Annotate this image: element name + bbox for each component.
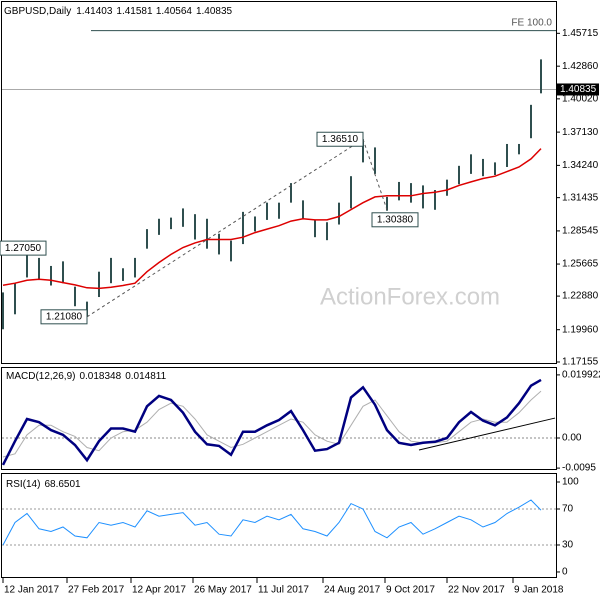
x-tick-label: 9 Oct 2017 xyxy=(386,585,435,596)
signal-value: 0.014811 xyxy=(125,371,166,382)
pivot-box xyxy=(371,212,419,228)
macd-panel xyxy=(1,367,557,470)
y-tick-label: 1.37130 xyxy=(562,127,599,138)
ohlc-value: 1.40835 xyxy=(196,6,233,17)
y-tick-label: 70 xyxy=(562,504,574,515)
y-tick-label: 30 xyxy=(562,540,574,551)
y-tick-label: 100 xyxy=(562,477,579,488)
last-price-box xyxy=(557,83,599,96)
price-panel xyxy=(1,1,557,364)
symbol: GBPUSD,Daily xyxy=(4,6,71,17)
pivot-line xyxy=(86,138,364,318)
y-tick-label: 1.40020 xyxy=(562,93,599,104)
rsi-panel xyxy=(1,473,557,578)
macd-name: MACD(12,26,9) xyxy=(6,371,75,382)
y-tick-label: 1.45715 xyxy=(562,28,599,39)
x-tick-label: 24 Aug 2017 xyxy=(324,585,381,596)
watermark: ActionForex.com xyxy=(320,283,500,310)
pivot-line xyxy=(362,139,388,210)
last-price-label: 1.40835 xyxy=(560,84,597,95)
pivot-label: 1.30380 xyxy=(377,214,414,225)
rsi-title: RSI(14) 68.6501 xyxy=(6,479,81,490)
pivot-box xyxy=(316,131,364,147)
x-tick-label: 12 Jan 2017 xyxy=(4,585,59,596)
x-tick-label: 9 Jan 2018 xyxy=(514,585,564,596)
pivot-box xyxy=(40,309,88,325)
ohlc-value: 1.41403 xyxy=(76,6,113,17)
macd-value: 0.018348 xyxy=(79,371,121,382)
x-tick-label: 26 May 2017 xyxy=(194,585,252,596)
rsi-value: 68.6501 xyxy=(44,479,81,490)
y-tick-label: 0.00 xyxy=(562,433,582,444)
y-tick-label: 1.31435 xyxy=(562,192,599,203)
chart-title: GBPUSD,Daily 1.41403 1.41581 1.40564 1.40835 xyxy=(4,6,233,17)
macd-title: MACD(12,26,9) 0.018348 0.014811 xyxy=(6,371,167,382)
rsi-line xyxy=(2,499,542,546)
y-tick-label: 1.28545 xyxy=(562,226,599,237)
ohlc-value: 1.40564 xyxy=(156,6,193,17)
ohlc-value: 1.41581 xyxy=(116,6,153,17)
y-tick-label: 1.25665 xyxy=(562,259,599,270)
y-tick-label: 0 xyxy=(562,567,568,578)
pivot-label: 1.36510 xyxy=(322,134,359,145)
macd-trendline xyxy=(418,417,556,451)
fe-label: FE 100.0 xyxy=(511,17,552,28)
rsi-name: RSI(14) xyxy=(6,479,40,490)
pivot-box xyxy=(0,240,47,256)
y-tick-label: 1.42860 xyxy=(562,61,599,72)
y-tick-label: 0.019922 xyxy=(562,370,600,381)
x-tick-label: 27 Feb 2017 xyxy=(68,585,125,596)
moving-average xyxy=(2,148,542,290)
y-tick-label: 1.22880 xyxy=(562,291,599,302)
pivot-label: 1.21080 xyxy=(46,311,83,322)
pivot-label: 1.27050 xyxy=(5,243,42,254)
y-tick-label: 1.17155 xyxy=(562,357,599,368)
x-tick-label: 12 Apr 2017 xyxy=(132,585,186,596)
x-tick-label: 22 Nov 2017 xyxy=(448,585,505,596)
x-tick-label: 11 Jul 2017 xyxy=(258,585,309,596)
macd-line xyxy=(1,378,542,466)
y-tick-label: 1.19960 xyxy=(562,324,599,335)
y-tick-label: 1.34240 xyxy=(562,160,599,171)
y-tick-label: -0.0095 xyxy=(562,463,596,474)
